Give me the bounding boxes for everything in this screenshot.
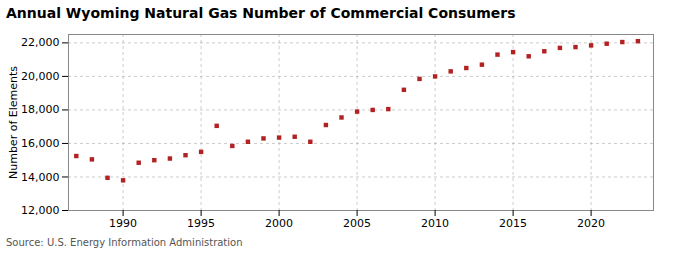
svg-text:18,000: 18,000 xyxy=(21,103,60,116)
html-text:Source: U.S. Energy Informatio: Source: U.S. Energy Information Administ… xyxy=(6,237,243,248)
html-text:Annual Wyoming Natural Gas Num: Annual Wyoming Natural Gas Number of Com… xyxy=(6,5,516,21)
svg-text:2015: 2015 xyxy=(499,217,527,230)
svg-text:16,000: 16,000 xyxy=(21,137,60,150)
svg-text:2000: 2000 xyxy=(265,217,293,230)
svg-text:1990: 1990 xyxy=(109,217,137,230)
svg-text:2005: 2005 xyxy=(343,217,371,230)
svg-text:20,000: 20,000 xyxy=(21,70,60,83)
svg-text:14,000: 14,000 xyxy=(21,170,60,183)
svg-text:1995: 1995 xyxy=(187,217,215,230)
svg-text:2010: 2010 xyxy=(421,217,449,230)
svg-text:2020: 2020 xyxy=(577,217,605,230)
svg-text:Number of Elements: Number of Elements xyxy=(7,66,20,179)
svg-text:12,000: 12,000 xyxy=(21,204,60,217)
svg-text:22,000: 22,000 xyxy=(21,36,60,49)
